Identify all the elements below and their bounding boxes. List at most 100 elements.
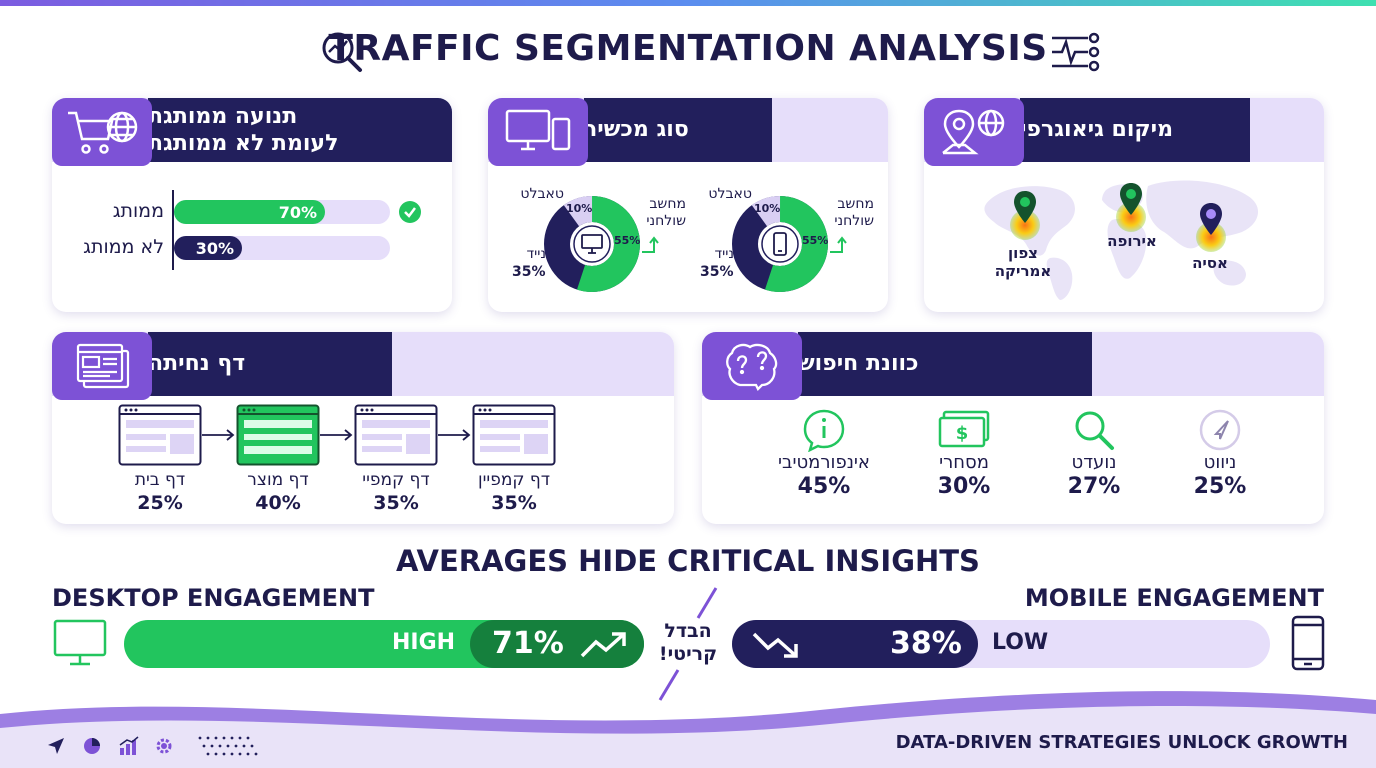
- landing-page-card: דף נחיתה דף בית 25% דף מוצר: [52, 332, 674, 524]
- device-card-header: סוג מכשיר: [584, 98, 772, 162]
- search-icon: [1075, 411, 1114, 450]
- info-bubble-icon: [803, 409, 845, 452]
- donut1-tablet-pct: 10%: [566, 202, 593, 215]
- donut1-mobile-pct: 35%: [512, 264, 546, 280]
- map-pin-icon: [1120, 183, 1142, 215]
- arrow-right-icon: [438, 429, 471, 441]
- desktop-level: HIGH: [392, 630, 456, 655]
- intent-commercial-pct: 30%: [937, 474, 991, 499]
- critical-gap-line2: קריטי!: [658, 642, 718, 665]
- bar-axis: [172, 190, 174, 270]
- mobile-engagement-bar: 38% LOW: [732, 620, 1270, 668]
- page-campaign-1-pct: 35%: [373, 492, 419, 514]
- arrow-right-icon: [202, 429, 235, 441]
- landing-card-title: דף נחיתה: [148, 351, 246, 377]
- intent-info-label: אינפורמטיבי: [778, 452, 870, 473]
- bar-chart-icon: [119, 736, 139, 755]
- gear-icon: [156, 738, 172, 754]
- page-campaign-2-pct: 35%: [491, 492, 537, 514]
- page-product-pct: 40%: [255, 492, 301, 514]
- circuit-pulse-icon: [1052, 32, 1100, 72]
- pin-north-america-label: צפון אמריקה: [994, 244, 1052, 280]
- footer-tagline: DATA-DRIVEN STRATEGIES UNLOCK GROWTH: [895, 732, 1348, 753]
- donut2-mobile-label: נייד: [714, 246, 734, 262]
- cart-globe-icon: [52, 98, 152, 166]
- insights-heading: AVERAGES HIDE CRITICAL INSIGHTS: [396, 544, 980, 578]
- arrow-up-icon: [830, 236, 847, 253]
- divider-slash-bottom: [658, 669, 680, 701]
- pie-chart-icon: [84, 738, 100, 754]
- check-icon: [399, 201, 421, 223]
- donut1-mobile-label: נייד: [526, 246, 546, 262]
- trend-down-icon: [752, 632, 798, 658]
- branded-traffic-card: תנועה ממותגת לעומת לא ממותגת ממותג 70% ל…: [52, 98, 452, 312]
- branded-card-title-line1: תנועה ממותגת: [148, 103, 298, 129]
- pin-europe: [1114, 182, 1148, 238]
- intent-card-title: כוונת חיפוש: [798, 351, 919, 377]
- divider-slash-top: [696, 587, 718, 619]
- donut1-tablet-label: טאבלט: [520, 186, 564, 202]
- nonbranded-label: לא ממותג: [83, 236, 164, 258]
- pin-north-america: [1008, 190, 1042, 246]
- money-icon: $: [938, 410, 990, 448]
- branded-bar-value: 70%: [278, 202, 317, 222]
- trend-up-icon: [580, 632, 626, 658]
- top-gradient-bar: [0, 0, 1376, 6]
- desktop-engagement-title: DESKTOP ENGAGEMENT: [52, 584, 375, 612]
- intent-info-pct: 45%: [797, 474, 851, 499]
- map-pin-icon: [1014, 191, 1036, 223]
- web-pages-icon: [52, 332, 152, 400]
- geo-card-header: מיקום גיאוגרפי: [1020, 98, 1250, 162]
- send-icon: [48, 738, 64, 754]
- page-thumb-home: [118, 404, 202, 466]
- donut2-desktop-label: מחשב שולחני: [834, 196, 874, 229]
- mobile-pct: 38%: [890, 626, 962, 661]
- donut1-desktop-label: מחשב שולחני: [646, 196, 686, 229]
- devices-icon: [488, 98, 588, 166]
- phone-icon: [773, 232, 787, 256]
- device-type-card: סוג מכשיר טאבלט 10% מחשב שולחני 55% נייד…: [488, 98, 888, 312]
- donut2-tablet-pct: 10%: [754, 202, 781, 215]
- mobile-level: LOW: [992, 630, 1049, 655]
- page-home-label: דף בית: [134, 470, 186, 490]
- intent-transactional-pct: 27%: [1067, 474, 1121, 499]
- nonbranded-bar-value: 30%: [195, 238, 234, 258]
- arrow-up-icon: [642, 236, 659, 253]
- intent-navigational-pct: 25%: [1193, 474, 1247, 499]
- critical-gap-label: הבדל קריטי!: [650, 620, 726, 666]
- device-donut-2: [732, 196, 828, 293]
- branded-card-header: תנועה ממותגת לעומת לא ממותגת: [148, 98, 452, 162]
- nonbranded-bar: 30%: [174, 236, 242, 260]
- geo-location-card: מיקום גיאוגרפי צפון אמריקה אירופה: [924, 98, 1324, 312]
- landing-card-header: דף נחיתה: [148, 332, 392, 396]
- monitor-icon: [581, 234, 603, 254]
- desktop-engagement-bar: HIGH 71%: [124, 620, 644, 668]
- page-thumb-campaign-2: [472, 404, 556, 466]
- page-product-label: דף מוצר: [247, 470, 309, 490]
- donut2-tablet-label: טאבלט: [708, 186, 752, 202]
- page-thumb-campaign-1: [354, 404, 438, 466]
- dots-pattern: [198, 736, 258, 756]
- intent-card-header: כוונת חיפוש: [798, 332, 1092, 396]
- arrow-right-icon: [320, 429, 353, 441]
- page-home-pct: 25%: [137, 492, 183, 514]
- geo-card-title: מיקום גיאוגרפי: [1020, 117, 1174, 143]
- svg-text:$: $: [956, 423, 969, 444]
- branded-label: ממותג: [112, 200, 164, 222]
- donut2-mobile-pct: 35%: [700, 264, 734, 280]
- footer-wave: [0, 691, 1376, 768]
- device-donut-1: [544, 196, 640, 293]
- page-title: TRAFFIC SEGMENTATION ANALYSIS: [328, 28, 1048, 69]
- footer-icons: [46, 734, 266, 758]
- branded-bar: 70%: [174, 200, 325, 224]
- mobile-pct-pill: 38%: [732, 620, 978, 668]
- page-thumb-product: [236, 404, 320, 466]
- analytics-search-icon: [322, 32, 362, 72]
- donut2-desktop-pct: 55%: [802, 234, 829, 247]
- critical-gap-line1: הבדל: [664, 620, 712, 642]
- intent-navigational-label: ניווט: [1203, 452, 1237, 473]
- device-card-title: סוג מכשיר: [584, 117, 689, 143]
- page-campaign-2-label: דף קמפיין: [477, 470, 551, 490]
- navigation-icon: [1199, 409, 1241, 451]
- page-campaign-1-label: דף קמפיי: [362, 470, 430, 490]
